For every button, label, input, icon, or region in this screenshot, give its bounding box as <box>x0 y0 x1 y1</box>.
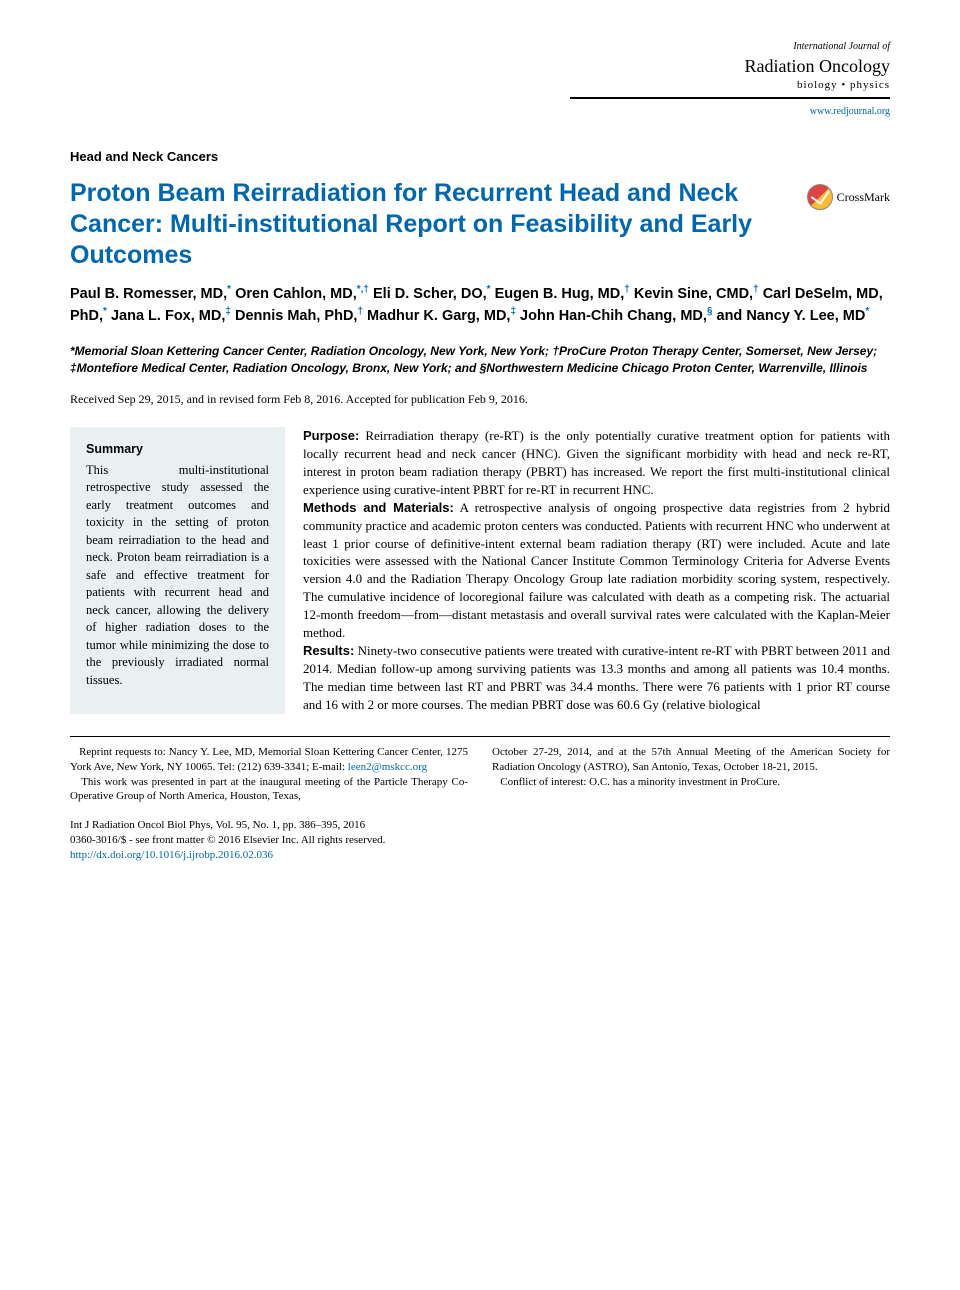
presented-text: This work was presented in part at the i… <box>70 776 468 803</box>
footnote-col-left: Reprint requests to: Nancy Y. Lee, MD, M… <box>70 745 468 804</box>
citation-line2: 0360-3016/$ - see front matter © 2016 El… <box>70 833 890 848</box>
crossmark-icon <box>807 184 833 210</box>
journal-name-large: Radiation Oncology <box>570 54 890 78</box>
citation-line1: Int J Radiation Oncol Biol Phys, Vol. 95… <box>70 818 890 833</box>
author: and Nancy Y. Lee, MD* <box>717 308 870 324</box>
affiliations: *Memorial Sloan Kettering Cancer Center,… <box>70 343 890 377</box>
author: Dennis Mah, PhD,† <box>235 308 363 324</box>
author: Eugen B. Hug, MD,† <box>495 286 630 302</box>
results-text: Ninety-two consecutive patients were tre… <box>303 643 890 712</box>
citation: Int J Radiation Oncol Biol Phys, Vol. 95… <box>70 818 890 863</box>
journal-link: www.redjournal.org <box>70 105 890 119</box>
author: Oren Cahlon, MD,*,† <box>235 286 369 302</box>
summary-text: This multi-institutional retrospective s… <box>86 462 269 690</box>
results-label: Results: <box>303 643 354 658</box>
author-list: Paul B. Romesser, MD,* Oren Cahlon, MD,*… <box>70 283 890 327</box>
journal-sub: biology • physics <box>570 78 890 93</box>
presented-cont-text: October 27-29, 2014, and at the 57th Ann… <box>492 745 890 775</box>
section-label: Head and Neck Cancers <box>70 148 890 166</box>
reprint-email-link[interactable]: leen2@mskcc.org <box>348 761 427 773</box>
journal-url-link[interactable]: www.redjournal.org <box>810 106 890 117</box>
footnote-col-right: October 27-29, 2014, and at the 57th Ann… <box>492 745 890 804</box>
abstract: Purpose: Reirradiation therapy (re-RT) i… <box>303 427 890 714</box>
conflict-text: Conflict of interest: O.C. has a minorit… <box>500 776 780 788</box>
author: Madhur K. Garg, MD,‡ <box>367 308 516 324</box>
crossmark-badge[interactable]: CrossMark <box>807 184 890 210</box>
purpose-label: Purpose: <box>303 428 359 443</box>
author: Jana L. Fox, MD,‡ <box>111 308 231 324</box>
summary-heading: Summary <box>86 441 269 458</box>
journal-name-small: International Journal of <box>570 40 890 54</box>
footnotes: Reprint requests to: Nancy Y. Lee, MD, M… <box>70 745 890 804</box>
journal-header: International Journal of Radiation Oncol… <box>570 40 890 99</box>
footnote-divider <box>70 736 890 737</box>
crossmark-label: CrossMark <box>837 189 890 205</box>
methods-label: Methods and Materials: <box>303 500 454 515</box>
purpose-text: Reirradiation therapy (re-RT) is the onl… <box>303 428 890 497</box>
author: Eli D. Scher, DO,* <box>373 286 491 302</box>
author: John Han-Chih Chang, MD,§ <box>520 308 712 324</box>
dates: Received Sep 29, 2015, and in revised fo… <box>70 391 890 407</box>
article-title: Proton Beam Reirradiation for Recurrent … <box>70 178 787 272</box>
author: Paul B. Romesser, MD,* <box>70 286 231 302</box>
methods-text: A retrospective analysis of ongoing pros… <box>303 500 890 641</box>
doi-link[interactable]: http://dx.doi.org/10.1016/j.ijrobp.2016.… <box>70 849 273 861</box>
author: Kevin Sine, CMD,† <box>634 286 759 302</box>
summary-box: Summary This multi-institutional retrosp… <box>70 427 285 714</box>
